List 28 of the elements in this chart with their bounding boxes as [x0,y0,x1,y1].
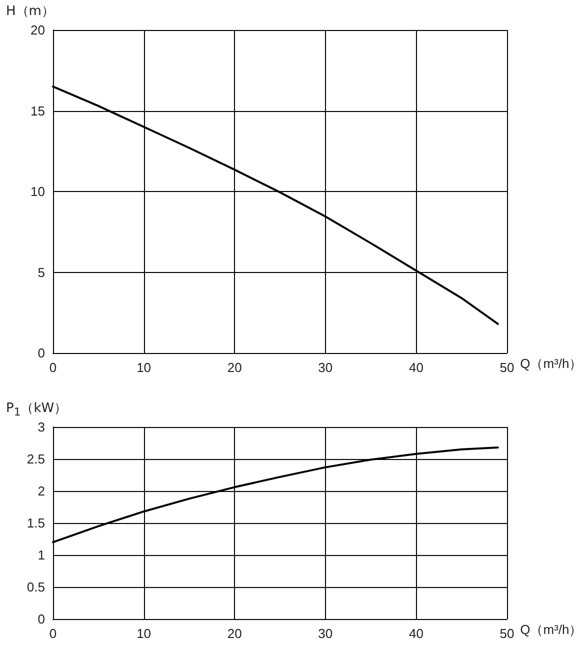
x-tick-label: 30 [318,360,333,375]
x-axis-title: Q（m³/h） [520,356,580,371]
x-tick-label: 20 [227,360,242,375]
x-tick-label: 40 [408,360,424,375]
y-tick-label: 10 [30,184,45,199]
y-tick-label: 1.5 [26,516,45,530]
x-tick-label: 0 [49,360,57,375]
x-tick-label: 50 [500,626,514,641]
y-tick-label: 3 [38,420,45,434]
x-tick-label: 50 [500,360,514,375]
x-tick-label: 40 [408,626,424,641]
y-tick-label: 20 [30,22,45,38]
x-tick-label: 10 [136,360,152,375]
x-tick-label: 0 [49,626,57,641]
y-tick-label: 5 [38,264,45,280]
x-tick-label: 30 [318,626,333,641]
y-tick-label: 0 [38,346,45,360]
y-tick-label: 15 [30,103,45,118]
y-axis-title: P$_{1}$（kW） [6,400,68,419]
y-tick-label: 0.5 [26,580,45,594]
y-tick-label: 2.5 [26,452,45,466]
y-tick-label: 2 [38,484,45,498]
y-axis-title: H（m） [6,3,54,20]
x-tick-label: 20 [227,626,242,641]
y-tick-label: 0 [38,612,45,626]
x-tick-label: 10 [136,626,152,641]
y-tick-label: 1 [38,548,45,562]
x-axis-title: Q（m³/h） [520,622,580,637]
